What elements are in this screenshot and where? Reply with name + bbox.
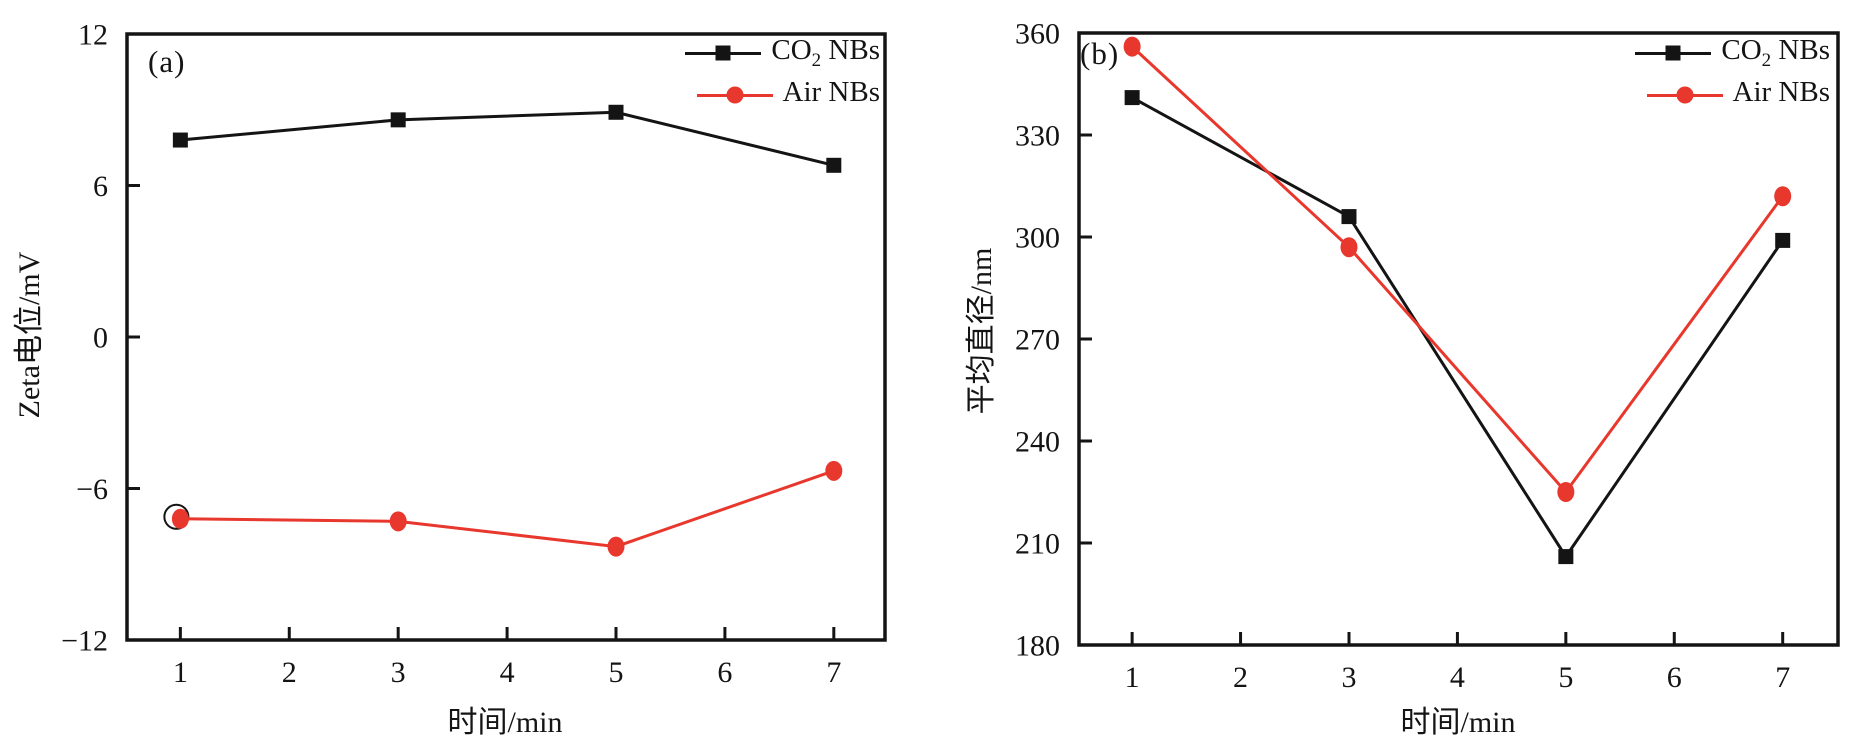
y-tick-label: 270 xyxy=(1015,324,1060,357)
x-tick-label: 6 xyxy=(1667,661,1682,694)
series-co2-nbs-marker xyxy=(390,112,406,128)
series-co2-nbs-marker xyxy=(172,132,188,148)
series-co2-nbs-line xyxy=(1131,96,1784,560)
plot-border xyxy=(125,32,887,642)
legend-item-co2-nbs: CO2 NBs xyxy=(1635,32,1830,74)
plot-border xyxy=(1077,31,1840,647)
y-tick-label: 360 xyxy=(1015,18,1060,51)
x-tick-label: 5 xyxy=(1558,661,1573,694)
x-tick-label: 5 xyxy=(608,656,623,689)
series-air-nbs-marker xyxy=(171,508,189,529)
y-tick-label: 12 xyxy=(78,19,108,52)
chart-b-x-axis-title: 时间/min xyxy=(1400,706,1516,739)
legend-label-air-nbs: Air NBs xyxy=(782,76,880,109)
series-air-nbs-marker xyxy=(607,536,625,557)
chart-b-legend: CO2 NBs Air NBs xyxy=(1635,32,1830,116)
legend-item-air-nbs: Air NBs xyxy=(685,74,880,116)
chart-b-y-axis-title: 平均直径/nm xyxy=(965,247,998,415)
y-tick-label: 240 xyxy=(1015,426,1060,459)
series-co2-nbs-marker xyxy=(1341,209,1357,225)
series-air-nbs-marker xyxy=(1774,186,1792,207)
co2-line-swatch xyxy=(1635,45,1712,61)
x-tick-label: 7 xyxy=(826,656,841,689)
legend-item-co2-nbs: CO2 NBs xyxy=(685,32,880,74)
x-tick-label: 1 xyxy=(173,656,188,689)
series-co2-nbs-marker xyxy=(1775,232,1791,248)
chart-b-plot: 180 210 240 270 300 330 360 1 2 3 4 5 6 7 xyxy=(1015,18,1840,694)
x-tick-label: 1 xyxy=(1125,661,1140,694)
series-air-nbs-marker xyxy=(825,460,843,481)
y-tick-label: 6 xyxy=(93,170,108,203)
series-co2-nbs-marker xyxy=(826,157,842,173)
y-tick-label: 330 xyxy=(1015,120,1060,153)
air-line-swatch xyxy=(696,86,773,104)
x-tick-label: 6 xyxy=(717,656,732,689)
series-air-nbs-line xyxy=(1131,45,1784,495)
chart-panel-a: −12 −6 0 6 12 1 2 3 4 5 6 7 (a) Zeta电位/mV 时间/min CO… xyxy=(0,0,927,745)
panel-label-b: (b) xyxy=(1080,36,1120,71)
series-co2-nbs-marker xyxy=(608,104,624,120)
square-marker-icon xyxy=(715,45,731,61)
x-tick-label: 2 xyxy=(1233,661,1248,694)
chart-panel-b: 180 210 240 270 300 330 360 1 2 3 4 5 6 7 (b) 平均直径/nm… xyxy=(928,0,1855,745)
chart-a-y-axis-title: Zeta电位/mV xyxy=(13,251,46,419)
chart-a-x-axis-title: 时间/min xyxy=(447,706,563,739)
y-tick-label: −12 xyxy=(61,625,108,658)
series-air-nbs-marker xyxy=(1340,237,1358,258)
y-tick-label: 300 xyxy=(1015,222,1060,255)
chart-a-legend: CO2 NBs Air NBs xyxy=(685,32,880,116)
y-tick-label: 210 xyxy=(1015,528,1060,561)
circle-marker-icon xyxy=(726,86,744,104)
square-marker-icon xyxy=(1665,45,1681,61)
series-air-nbs-marker xyxy=(1557,482,1575,502)
x-tick-label: 3 xyxy=(391,656,406,689)
legend-label-co2-nbs: CO2 NBs xyxy=(771,34,880,71)
x-tick-label: 3 xyxy=(1341,661,1356,694)
circle-marker-icon xyxy=(1676,86,1694,104)
y-tick-label: 180 xyxy=(1015,630,1060,663)
x-tick-label: 2 xyxy=(282,656,297,689)
legend-label-co2-nbs: CO2 NBs xyxy=(1721,34,1830,71)
y-tick-label: 0 xyxy=(93,322,108,355)
x-tick-label: 4 xyxy=(1450,661,1465,694)
y-tick-label: −6 xyxy=(76,473,108,506)
series-co2-nbs-line xyxy=(180,110,835,167)
co2-line-swatch xyxy=(685,45,762,61)
series-air-nbs-line xyxy=(180,469,835,549)
series-air-nbs-marker xyxy=(1123,36,1141,57)
x-tick-label: 7 xyxy=(1775,661,1790,694)
panel-label-a: (a) xyxy=(148,44,186,79)
legend-label-air-nbs: Air NBs xyxy=(1732,76,1830,109)
x-tick-label: 4 xyxy=(500,656,515,689)
legend-item-air-nbs: Air NBs xyxy=(1635,74,1830,116)
series-co2-nbs-marker xyxy=(1558,549,1574,565)
series-air-nbs-marker xyxy=(389,511,407,532)
series-co2-nbs-marker xyxy=(1124,90,1140,106)
air-line-swatch xyxy=(1646,86,1723,104)
